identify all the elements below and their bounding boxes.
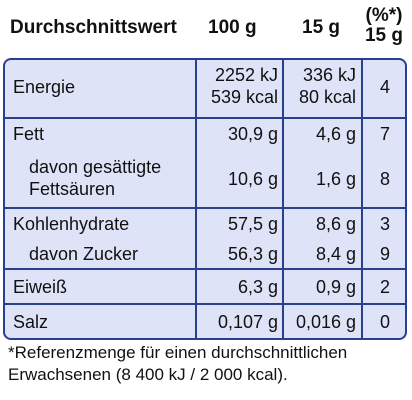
header-100g: 100 g [208, 17, 257, 38]
row-pct: 3 [379, 214, 390, 234]
column-divider [195, 60, 197, 338]
row-name: Salz [13, 312, 49, 332]
row-pct: 7 [379, 124, 390, 144]
row-name: davon gesättigte Fettsäuren [29, 157, 162, 199]
row-divider [5, 303, 405, 305]
row-pct: 8 [379, 169, 390, 189]
row-name: davon Zucker [29, 244, 139, 264]
row-value-15g: 4,6 g [315, 124, 356, 144]
row-value-15g: 8,6 g [315, 214, 356, 234]
row-divider [5, 117, 405, 119]
row-value-100g: 0,107 g [217, 312, 278, 332]
header-pct: (%*) 15 g [364, 5, 404, 46]
row-pct: 2 [379, 277, 390, 297]
row-value-100g: 6,3 g [237, 277, 278, 297]
row-name: Eiweiß [13, 277, 68, 297]
row-value-15g: 0,016 g [295, 312, 356, 332]
row-value-15g: 336 kJ 80 kcal [298, 65, 356, 107]
row-name: Kohlenhydrate [13, 214, 130, 234]
row-divider [5, 207, 405, 209]
footnote: *Referenzmenge für einen durchschnittlic… [8, 343, 348, 384]
header-15g: 15 g [302, 17, 341, 38]
row-value-100g: 30,9 g [227, 124, 278, 144]
row-value-100g: 2252 kJ 539 kcal [210, 65, 278, 107]
row-pct: 0 [379, 312, 390, 332]
row-value-100g: 10,6 g [227, 169, 278, 189]
row-value-100g: 57,5 g [227, 214, 278, 234]
column-divider [361, 60, 363, 338]
table-header: Durchschnittswert 100 g 15 g (%*) 15 g [0, 0, 412, 58]
row-name: Energie [13, 77, 76, 97]
header-name: Durchschnittswert [10, 17, 177, 38]
column-divider [282, 60, 284, 338]
row-name: Fett [13, 124, 45, 144]
nutrition-table: Energie 2252 kJ 539 kcal 336 kJ 80 kcal … [3, 58, 407, 340]
row-pct: 9 [379, 244, 390, 264]
row-value-100g: 56,3 g [227, 244, 278, 264]
row-value-15g: 8,4 g [315, 244, 356, 264]
row-pct: 4 [379, 77, 390, 97]
row-divider [5, 268, 405, 270]
row-value-15g: 0,9 g [315, 277, 356, 297]
row-value-15g: 1,6 g [315, 169, 356, 189]
